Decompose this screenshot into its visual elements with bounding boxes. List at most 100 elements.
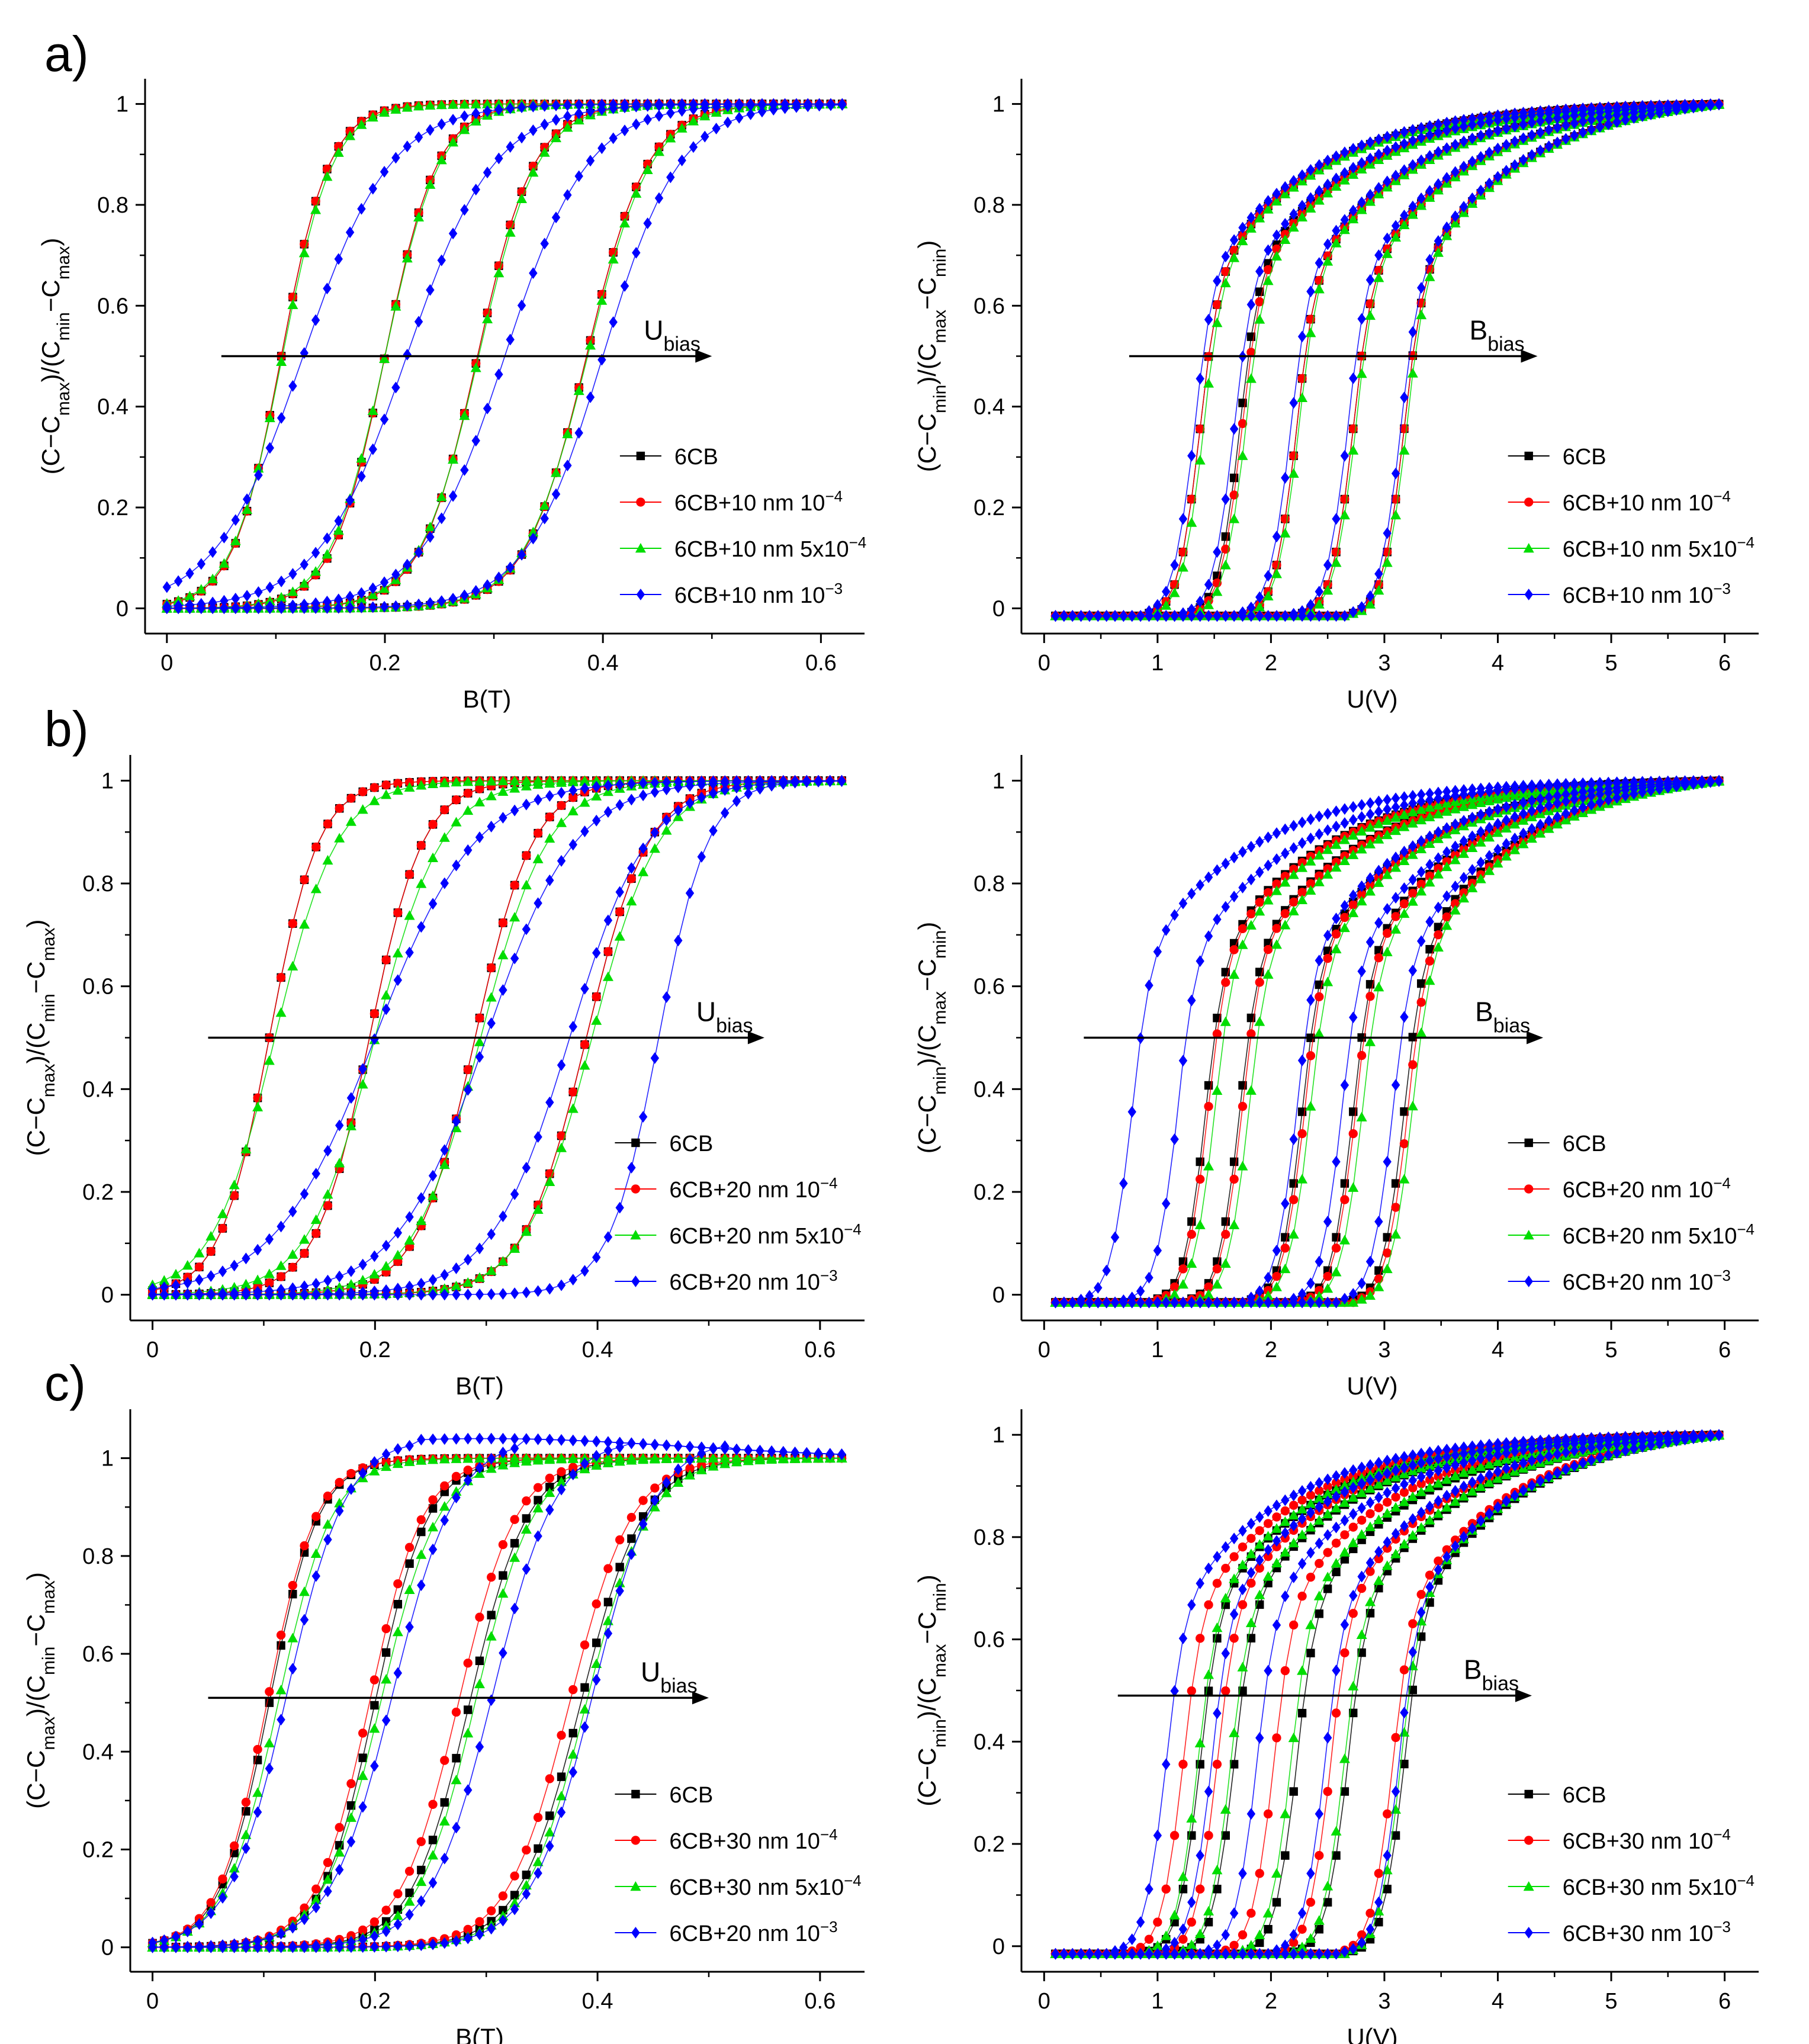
data-point <box>1102 1264 1111 1277</box>
data-point <box>1339 1235 1350 1245</box>
data-point <box>497 786 509 796</box>
data-point <box>451 1280 462 1291</box>
data-point <box>471 107 480 120</box>
data-point <box>568 793 578 802</box>
data-point <box>417 1277 426 1290</box>
data-point <box>1570 129 1579 142</box>
data-point <box>148 1288 157 1301</box>
data-point <box>451 1122 462 1133</box>
data-point <box>486 776 497 786</box>
data-point <box>287 586 298 596</box>
data-point <box>448 490 458 502</box>
data-point <box>1272 188 1281 200</box>
data-point <box>1238 1101 1248 1111</box>
data-point <box>756 783 764 795</box>
data-point <box>1255 265 1264 278</box>
data-point <box>1383 232 1392 245</box>
data-point <box>650 1052 660 1064</box>
data-point <box>1280 528 1291 538</box>
y-tick-label: 0.8 <box>973 872 1005 896</box>
data-point <box>1323 155 1332 166</box>
data-point <box>1094 610 1103 622</box>
data-point <box>1655 107 1664 119</box>
data-point <box>1059 610 1069 622</box>
data-point <box>1281 181 1290 193</box>
data-point <box>357 203 366 215</box>
data-point <box>335 1270 344 1283</box>
data-point <box>1212 1278 1223 1289</box>
data-point <box>1255 591 1264 603</box>
data-point <box>1434 178 1443 190</box>
data-point <box>369 795 380 805</box>
data-point <box>288 1206 297 1217</box>
data-point <box>627 862 636 874</box>
data-point <box>1204 871 1213 883</box>
data-point <box>494 104 503 115</box>
data-point <box>1332 172 1341 185</box>
legend-entry: 6CB <box>669 1132 713 1156</box>
data-point <box>685 797 695 809</box>
data-point <box>573 385 584 396</box>
data-point <box>1178 610 1188 622</box>
data-point <box>677 99 686 111</box>
data-point <box>532 1204 544 1214</box>
data-point <box>253 1093 262 1103</box>
x-tick-label: 0.2 <box>359 1338 391 1362</box>
data-point <box>173 602 183 615</box>
data-point <box>254 469 263 481</box>
y-tick-label: 0.2 <box>973 1180 1005 1205</box>
data-point <box>709 787 718 799</box>
data-point <box>1077 610 1085 622</box>
legend-marker <box>635 543 646 553</box>
data-point <box>1451 115 1460 127</box>
legend-entry: 6CB+10 nm 10−4 <box>1563 487 1731 516</box>
data-point <box>592 1251 601 1264</box>
data-point <box>184 590 195 600</box>
data-point <box>1340 449 1349 462</box>
data-point <box>1245 223 1257 233</box>
data-point <box>1595 121 1605 133</box>
data-point <box>540 118 549 131</box>
data-point <box>183 1288 192 1301</box>
data-point <box>311 1288 320 1301</box>
data-point <box>403 599 412 612</box>
data-point <box>242 493 252 506</box>
data-point <box>439 1283 450 1293</box>
data-point <box>1229 490 1239 500</box>
data-point <box>208 546 217 558</box>
bias-arrow-label: Bbias <box>1470 315 1525 356</box>
data-point <box>557 1059 566 1071</box>
data-point <box>1255 978 1264 987</box>
data-point <box>1332 610 1341 622</box>
data-point <box>380 576 389 589</box>
data-point <box>1621 108 1630 120</box>
data-point <box>615 799 624 811</box>
data-point <box>231 593 240 605</box>
data-point <box>1390 924 1402 934</box>
data-point <box>416 841 426 850</box>
data-point <box>1315 159 1323 171</box>
data-point <box>1612 109 1621 121</box>
data-point <box>206 1246 216 1256</box>
data-point <box>1536 144 1545 157</box>
data-point <box>1407 368 1418 378</box>
data-point <box>1374 953 1383 963</box>
data-point <box>632 118 641 130</box>
series-line <box>166 103 843 605</box>
data-point <box>368 182 377 195</box>
data-point <box>460 204 469 216</box>
data-point <box>219 558 230 568</box>
data-point <box>791 776 799 789</box>
data-point <box>1356 1111 1367 1121</box>
data-point <box>522 923 531 936</box>
data-point <box>1264 610 1273 622</box>
data-point <box>1229 234 1239 246</box>
data-point <box>367 405 378 415</box>
data-point <box>562 122 573 132</box>
data-point <box>661 825 672 835</box>
data-point <box>474 776 485 786</box>
data-point <box>1264 570 1273 582</box>
data-point <box>1323 1271 1332 1281</box>
data-point <box>1305 203 1316 213</box>
data-point <box>1502 113 1511 125</box>
